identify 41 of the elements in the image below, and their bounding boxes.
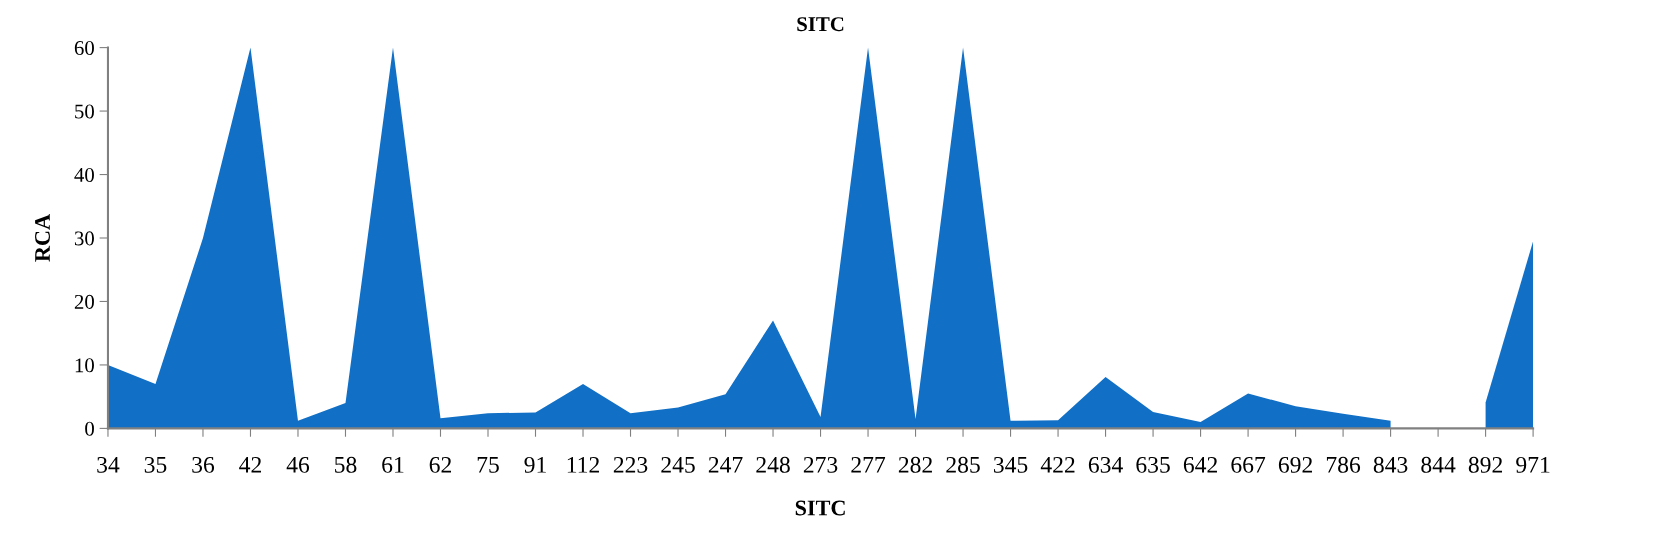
x-tick-label: 46 bbox=[286, 456, 310, 473]
y-tick-label: 0 bbox=[85, 421, 94, 436]
y-tick-label: 30 bbox=[74, 231, 94, 246]
x-tick-label: 58 bbox=[335, 456, 357, 473]
x-tick-label: 91 bbox=[524, 456, 546, 473]
x-tick-label: 36 bbox=[192, 456, 215, 473]
x-tick-label: 35 bbox=[144, 456, 167, 473]
y-tick-label: 40 bbox=[74, 167, 94, 182]
x-tick-label: 75 bbox=[477, 457, 499, 473]
y-tick-label: 60 bbox=[74, 40, 94, 56]
x-tick-label: 245 bbox=[661, 456, 695, 473]
chart-title: SITC bbox=[797, 17, 844, 32]
x-tick-label: 248 bbox=[756, 456, 790, 473]
x-tick-label: 62 bbox=[429, 456, 451, 473]
x-tick-label: 42 bbox=[239, 456, 261, 473]
x-axis-title: SITC bbox=[795, 500, 845, 516]
x-tick-label: 786 bbox=[1326, 456, 1361, 473]
x-tick-label: 692 bbox=[1278, 456, 1312, 473]
x-tick-label: 61 bbox=[382, 456, 404, 473]
x-tick-label: 345 bbox=[993, 456, 1028, 473]
x-tick-label: 635 bbox=[1136, 456, 1170, 473]
x-tick-label: 422 bbox=[1040, 456, 1075, 473]
x-tick-label: 642 bbox=[1183, 456, 1217, 473]
x-tick-label: 282 bbox=[898, 456, 932, 473]
x-tick-label: 277 bbox=[851, 456, 886, 473]
x-tick-label: 843 bbox=[1373, 456, 1408, 473]
x-tick-label: 247 bbox=[708, 456, 743, 473]
x-tick-label: 34 bbox=[97, 456, 120, 473]
x-tick-label: 667 bbox=[1231, 456, 1266, 473]
y-tick-label: 50 bbox=[75, 104, 94, 119]
x-tick-label: 285 bbox=[946, 456, 980, 473]
x-tick-label: 112 bbox=[567, 456, 599, 473]
x-tick-label: 844 bbox=[1421, 456, 1456, 473]
y-tick-label: 20 bbox=[74, 294, 94, 309]
y-axis-title: RCA bbox=[35, 214, 50, 262]
x-tick-label: 892 bbox=[1468, 456, 1502, 473]
y-tick-label: 10 bbox=[75, 358, 94, 373]
x-tick-label: 223 bbox=[613, 456, 648, 473]
x-tick-label: 634 bbox=[1088, 456, 1123, 473]
x-tick-label: 971 bbox=[1516, 456, 1550, 473]
x-tick-label: 273 bbox=[803, 456, 838, 473]
